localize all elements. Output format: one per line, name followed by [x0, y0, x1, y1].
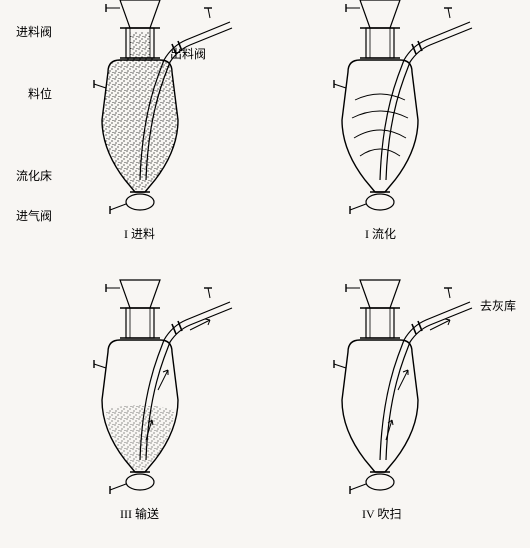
- caption-IV: IV 吹扫: [362, 508, 401, 520]
- label-outlet-valve: 出料阀: [170, 48, 206, 60]
- panel-II: [334, 0, 472, 214]
- caption-III: III 输送: [120, 508, 159, 520]
- caption-II: I 流化: [365, 228, 396, 240]
- diagram-svg: [0, 0, 530, 548]
- label-air-valve: 进气阀: [16, 210, 52, 222]
- label-to-ash: 去灰库: [480, 300, 516, 312]
- pneumatic-pump-stages-figure: 进料阀 出料阀 料位 流化床 进气阀 去灰库 I 进料 I 流化 III 输送 …: [0, 0, 530, 548]
- caption-I: I 进料: [124, 228, 155, 240]
- panel-I: [94, 0, 232, 214]
- label-fluid-bed: 流化床: [16, 170, 52, 182]
- panel-IV: [334, 280, 472, 494]
- label-feed-valve: 进料阀: [16, 26, 52, 38]
- label-level: 料位: [28, 88, 52, 100]
- panel-III: [94, 280, 232, 494]
